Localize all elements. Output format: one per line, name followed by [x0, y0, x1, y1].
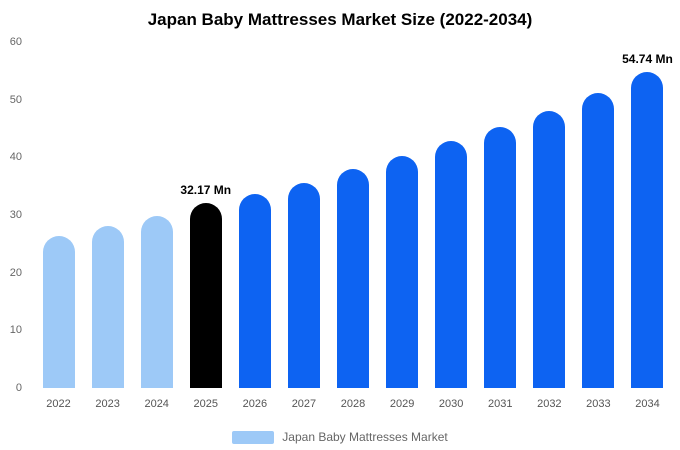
y-tick-label: 10	[9, 324, 22, 337]
bars-group: 2022 2023 2024 32.17 Mn 2025 2026 2027 2028 2029…	[34, 42, 673, 411]
y-axis: 0 10 20 30 40 50 60	[0, 36, 28, 394]
bar-2032	[533, 111, 566, 388]
x-tick-label: 2028	[340, 398, 366, 410]
bar-2027	[287, 182, 320, 388]
bar-2023	[91, 225, 124, 388]
bar-cell: 2033	[574, 42, 623, 410]
bar-cell: 32.17 Mn 2025	[180, 42, 231, 411]
y-tick-label: 60	[9, 36, 22, 48]
bar-cell: 2029	[378, 42, 427, 410]
y-tick-label: 50	[9, 93, 22, 106]
y-tick-label: 20	[9, 266, 22, 279]
value-label: 54.74 Mn	[622, 52, 673, 67]
y-tick-label: 30	[9, 209, 22, 221]
x-tick-label: 2034	[635, 398, 660, 410]
bar-cell: 2028	[328, 42, 377, 410]
bar-cell: 54.74 Mn 2034	[622, 42, 673, 410]
bar-2031	[484, 126, 517, 388]
value-label: 32.17 Mn	[180, 182, 232, 197]
bar-2022	[42, 236, 75, 388]
legend-label: Japan Baby Mattresses Market	[282, 430, 448, 444]
plot-area: 0 10 20 30 40 50 60 2022 2023 2024 32.17 Mn 2025 20…	[10, 36, 673, 411]
bar-2034: 54.74 Mn	[622, 52, 673, 388]
bar-2026	[238, 193, 271, 388]
bar-cell: 2032	[525, 42, 574, 410]
x-tick-label: 2033	[586, 398, 611, 410]
x-tick-label: 2024	[144, 398, 169, 410]
legend-swatch	[232, 430, 275, 444]
bar-2033	[582, 93, 615, 388]
bar-2024	[140, 215, 173, 388]
bar-2030	[435, 141, 468, 388]
bar-cell: 2027	[279, 42, 328, 410]
x-tick-label: 2026	[242, 398, 268, 410]
y-tick-label: 0	[15, 382, 22, 394]
x-tick-label: 2031	[488, 398, 513, 410]
bar-2025: 32.17 Mn	[180, 183, 231, 388]
x-tick-label: 2032	[537, 398, 562, 410]
x-tick-label: 2022	[46, 398, 71, 410]
y-tick-label: 40	[9, 151, 22, 164]
bar-cell: 2026	[230, 42, 279, 410]
bar-2028	[337, 169, 369, 388]
bar-2029	[386, 156, 419, 388]
legend: Japan Baby Mattresses Market	[0, 430, 680, 444]
bar-cell: 2022	[34, 42, 83, 410]
bar-cell: 2031	[476, 42, 525, 410]
bar-cell: 2030	[427, 42, 476, 410]
x-tick-label: 2025	[193, 398, 219, 410]
x-tick-label: 2030	[438, 398, 464, 410]
bar-cell: 2023	[83, 42, 132, 410]
bar-cell: 2024	[132, 42, 181, 410]
x-tick-label: 2023	[95, 398, 120, 410]
x-tick-label: 2027	[291, 398, 317, 410]
chart-title: Japan Baby Mattresses Market Size (2022-…	[147, 10, 533, 29]
x-tick-label: 2029	[389, 398, 415, 410]
